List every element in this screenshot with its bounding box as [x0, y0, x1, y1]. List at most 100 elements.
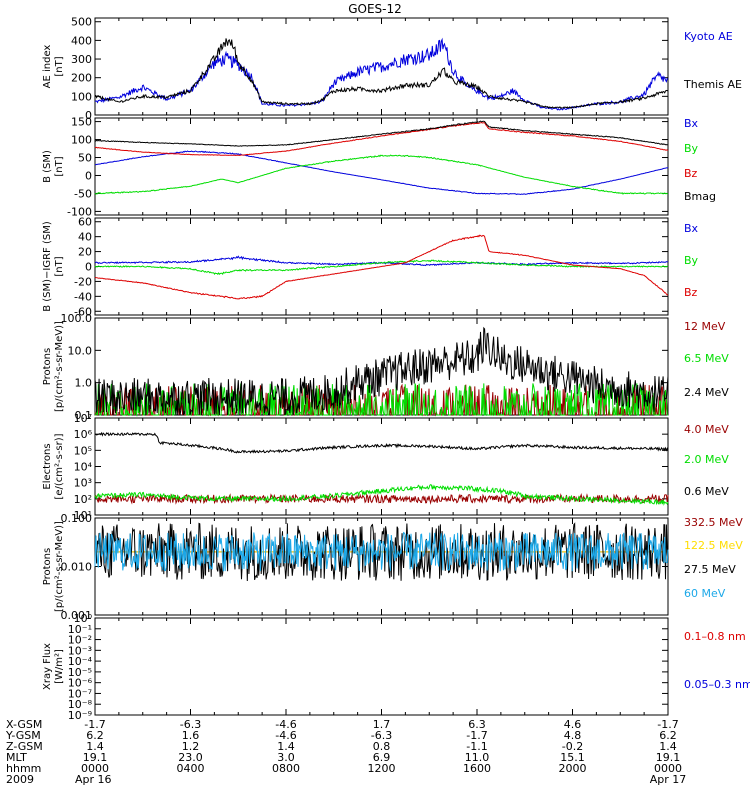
y-tick-label: 10⁵	[74, 444, 92, 457]
plot-title: GOES-12	[348, 2, 402, 16]
y-axis-label: Xray Flux	[42, 643, 53, 690]
orbit-value: 1.7	[373, 718, 391, 731]
series-line-2-0-mev	[94, 484, 669, 506]
y-tick-label: 50	[78, 152, 92, 165]
series-line-by	[94, 154, 669, 195]
y-axis-label: Electrons	[42, 443, 53, 489]
panel-electrons: 10¹ 10² 10³ 10⁴ 10⁵ 10⁶ 10⁷ Electrons [e/(cm²-s-…	[42, 412, 729, 522]
orbit-value: -1.7	[657, 718, 678, 731]
orbit-value: 6.9	[373, 751, 391, 764]
panel-frame	[94, 117, 669, 216]
legend-entry: By	[684, 142, 699, 155]
y-axis-label: [W/m²]	[54, 649, 65, 684]
legend-entry: Bmag	[684, 190, 716, 203]
orbit-value: -1.7	[466, 729, 487, 742]
series-line-bz	[94, 234, 669, 300]
y-axis-label: [nT]	[54, 56, 65, 76]
legend-entry: 0.1–0.8 nm	[684, 630, 746, 643]
legend-entry: Bx	[684, 117, 699, 130]
legend-entry: 332.5 MeV	[684, 516, 743, 529]
series-line-60-mev	[94, 531, 669, 572]
y-axis-label: Protons	[42, 348, 53, 385]
y-tick-label: 40	[78, 231, 92, 244]
orbit-value: 1.2	[182, 740, 200, 753]
y-tick-label: 100	[71, 90, 92, 103]
legend-entry: 2.4 MeV	[684, 386, 729, 399]
y-tick-label: 10¹	[74, 509, 92, 522]
orbit-value: -4.6	[275, 718, 296, 731]
orbit-row-label: hhmm	[6, 762, 41, 775]
y-tick-label: 0.100	[61, 512, 93, 525]
y-tick-label: 10⁰	[74, 612, 93, 625]
legend-entry: 2.0 MeV	[684, 453, 729, 466]
y-tick-label: 0.010	[61, 561, 93, 574]
y-tick-label: 10⁻⁵	[68, 666, 92, 679]
series-line-bmag	[94, 120, 669, 147]
y-tick-label: 10⁻⁶	[68, 677, 93, 690]
orbit-value: -0.2	[562, 740, 583, 753]
y-tick-label: 10⁻²	[68, 634, 92, 647]
series-line-4-0-mev	[94, 493, 669, 505]
y-tick-label: 10⁻⁴	[68, 655, 93, 668]
panel-protons_low: 0.1 1.0 10.0 100.0 Protons [p/(cm²-s-sr-MeV)]…	[42, 312, 729, 422]
y-tick-label: 150	[71, 116, 92, 129]
y-tick-label: 10⁴	[74, 461, 93, 474]
panel-b_sm: -100 -50 0 50 100 150 B (SM) [nT] Bx By Bz Bmag	[42, 116, 716, 219]
legend-entry: Kyoto AE	[684, 30, 733, 43]
y-axis-label: [nT]	[54, 256, 65, 276]
orbit-value: 4.6	[564, 718, 582, 731]
y-tick-label: 0	[85, 169, 92, 182]
orbit-table: X-GSMY-GSMZ-GSMMLThhmm2009-1.76.21.419.1…	[5, 718, 686, 786]
y-tick-label: 10³	[74, 477, 92, 490]
orbit-value: 0800	[272, 762, 300, 775]
orbit-value: Apr 16	[75, 773, 112, 786]
y-tick-label: 20	[78, 246, 92, 259]
y-tick-label: -50	[74, 187, 92, 200]
orbit-value: 1600	[463, 762, 491, 775]
y-tick-label: 0.001	[61, 609, 93, 622]
series-line-2-4-mev	[94, 326, 669, 416]
legend-entry: 60 MeV	[684, 587, 726, 600]
series-line-0-6-mev	[94, 431, 669, 454]
y-tick-label: 400	[71, 34, 92, 47]
legend-entry: 122.5 MeV	[684, 539, 743, 552]
y-tick-label: -40	[74, 290, 92, 303]
y-tick-label: 10⁻³	[68, 644, 92, 657]
orbit-value: 1.6	[182, 729, 200, 742]
legend-entry: 6.5 MeV	[684, 352, 729, 365]
series-line-by	[94, 259, 669, 275]
orbit-value: 6.2	[659, 729, 677, 742]
series-line-themis-ae	[94, 38, 669, 109]
orbit-value: 4.8	[564, 729, 582, 742]
y-tick-label: 100	[71, 134, 92, 147]
orbit-value: -1.1	[466, 740, 487, 753]
y-tick-label: 10⁻⁸	[68, 698, 93, 711]
y-axis-label: B (SM)−IGRF (SM)	[42, 221, 53, 312]
legend-entry: 4.0 MeV	[684, 423, 729, 436]
orbit-value: 0000	[81, 762, 109, 775]
legend-entry: Bx	[684, 222, 699, 235]
orbit-value: 0400	[177, 762, 205, 775]
y-tick-label: 1.0	[75, 377, 93, 390]
y-tick-label: 200	[71, 72, 92, 85]
orbit-row-label: Z-GSM	[6, 740, 43, 753]
legend-entry: Bz	[684, 286, 698, 299]
y-tick-label: -60	[74, 305, 92, 318]
orbit-value: 6.3	[468, 718, 486, 731]
y-tick-label: 10.0	[68, 344, 93, 357]
y-tick-label: -20	[74, 275, 92, 288]
orbit-value: -6.3	[180, 718, 201, 731]
y-tick-label: 10⁻⁷	[68, 687, 92, 700]
y-axis-label: [p/(cm²-s-sr-MeV)]	[54, 321, 65, 412]
series-line-6-5-mev	[95, 383, 668, 417]
y-tick-label: 60	[78, 216, 92, 229]
y-tick-label: 0	[85, 261, 92, 274]
orbit-row-label: 2009	[6, 773, 34, 786]
y-tick-label: 0.1	[75, 409, 93, 422]
y-tick-label: 10⁻⁹	[68, 709, 92, 722]
panel-ae: 0 100 200 300 400 500 AE index [nT] Kyoto AE Them…	[42, 16, 742, 122]
y-axis-label: Protons	[42, 548, 53, 585]
series-line-bx	[94, 255, 669, 267]
